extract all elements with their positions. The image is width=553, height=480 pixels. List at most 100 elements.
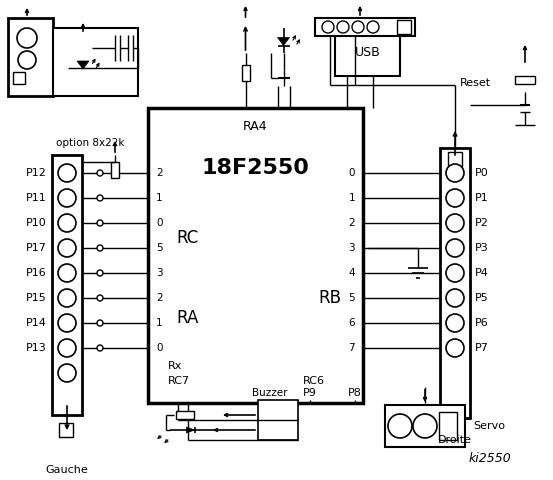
Text: RA4: RA4 [243,120,268,132]
Polygon shape [77,61,89,69]
Text: P3: P3 [475,243,489,253]
Circle shape [352,21,364,33]
Bar [53,28,138,96]
Bar [448,152,462,166]
Text: P6: P6 [475,318,489,328]
Text: P12: P12 [26,168,47,178]
Bar [440,148,470,418]
Text: P5: P5 [475,293,489,303]
Circle shape [97,245,103,251]
Circle shape [97,195,103,201]
Polygon shape [186,427,195,433]
Text: P11: P11 [26,193,47,203]
Bar [13,72,25,84]
Bar [74,44,92,52]
Text: Rx: Rx [168,361,182,371]
Circle shape [446,289,464,307]
Text: 4: 4 [348,268,355,278]
Text: Droite: Droite [438,435,472,445]
Text: 7: 7 [348,343,355,353]
Circle shape [97,270,103,276]
Bar [242,65,249,81]
Circle shape [446,214,464,232]
Circle shape [446,314,464,332]
Text: 18F2550: 18F2550 [201,158,310,178]
Bar [8,18,53,96]
Circle shape [97,345,103,351]
Circle shape [97,170,103,176]
Bar [52,155,82,415]
Bar [515,76,535,84]
Text: 5: 5 [156,243,163,253]
Text: 1: 1 [348,193,355,203]
Text: P4: P4 [475,268,489,278]
Text: P0: P0 [475,168,489,178]
Circle shape [58,289,76,307]
Text: 0: 0 [156,218,163,228]
Text: RC7: RC7 [168,376,190,386]
Text: 2: 2 [156,168,163,178]
Text: Servo: Servo [473,421,505,431]
Circle shape [58,264,76,282]
Bar [385,405,465,447]
Text: P13: P13 [26,343,47,353]
Circle shape [58,364,76,382]
Circle shape [97,320,103,326]
Circle shape [446,239,464,257]
Bar [335,28,400,76]
Circle shape [97,220,103,226]
Text: 2: 2 [156,293,163,303]
Circle shape [17,28,37,48]
Circle shape [58,239,76,257]
Bar [176,411,194,419]
Circle shape [367,21,379,33]
Text: 0: 0 [156,343,163,353]
Text: RA: RA [176,309,199,327]
Text: P10: P10 [26,218,47,228]
Text: 0: 0 [348,168,355,178]
Text: 1: 1 [156,193,163,203]
Bar [315,18,415,36]
Text: 3: 3 [348,243,355,253]
Text: 5: 5 [348,293,355,303]
Text: RB: RB [318,289,341,307]
Bar [111,162,119,178]
Circle shape [58,314,76,332]
Text: 6: 6 [348,318,355,328]
Circle shape [413,414,437,438]
Text: P7: P7 [475,343,489,353]
Text: 1: 1 [156,318,163,328]
Bar [439,412,457,440]
Circle shape [18,51,36,69]
Text: P1: P1 [475,193,489,203]
Text: RC6: RC6 [303,376,325,386]
Text: 2: 2 [348,218,355,228]
Text: option 8x22k: option 8x22k [56,138,124,148]
Text: P2: P2 [475,218,489,228]
Text: Buzzer: Buzzer [252,388,288,398]
Text: RC: RC [176,229,198,247]
Text: ki2550: ki2550 [468,452,512,465]
Polygon shape [278,37,290,46]
Text: P8: P8 [348,388,362,398]
Text: USB: USB [354,46,380,59]
Text: P15: P15 [26,293,47,303]
Circle shape [58,164,76,182]
Text: P14: P14 [26,318,47,328]
Bar [397,20,411,34]
Circle shape [58,214,76,232]
Circle shape [58,339,76,357]
Bar [258,400,298,440]
Bar [148,108,363,403]
Circle shape [322,21,334,33]
Circle shape [446,339,464,357]
Circle shape [337,21,349,33]
Circle shape [446,164,464,182]
Text: P9: P9 [303,388,317,398]
Text: Gauche: Gauche [46,465,88,475]
Circle shape [446,189,464,207]
Text: 3: 3 [156,268,163,278]
Bar [59,423,73,437]
Circle shape [58,189,76,207]
Text: P16: P16 [26,268,47,278]
